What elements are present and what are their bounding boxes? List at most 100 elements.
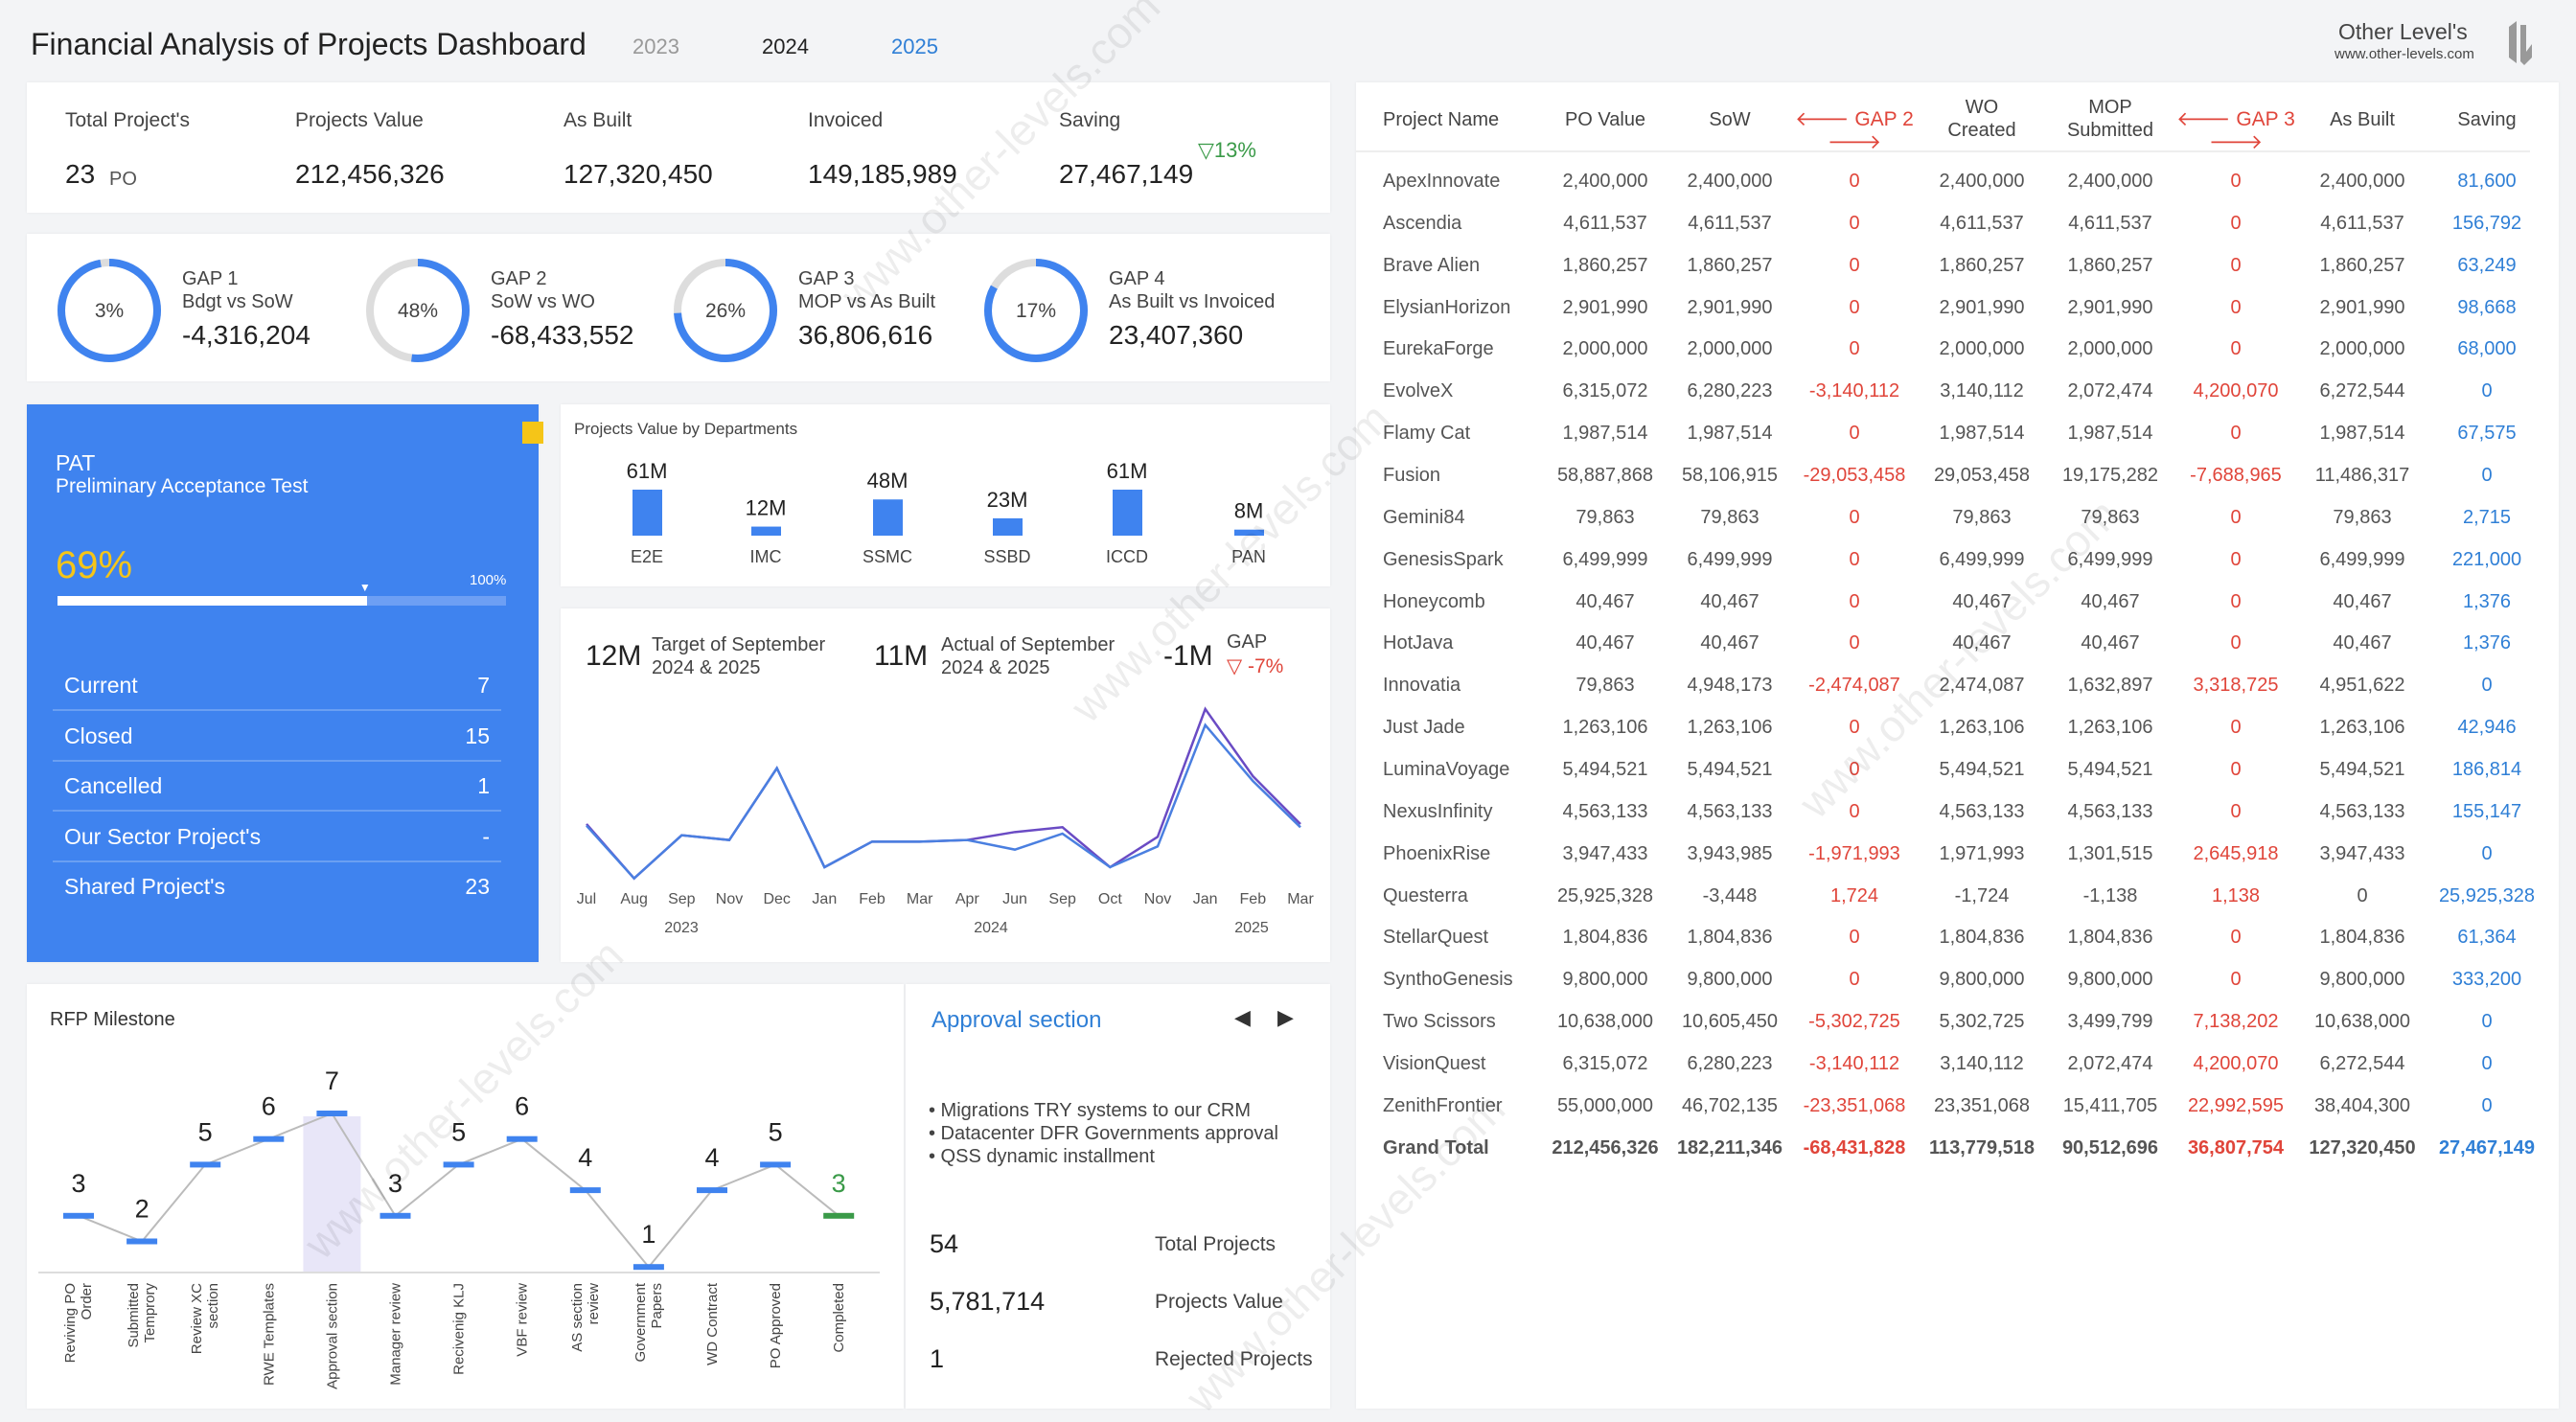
table-row[interactable]: NexusInfinity 4,563,133 4,563,133 0 4,563,13… (1356, 801, 2530, 830)
year-tab-2024[interactable]: 2024 (762, 34, 809, 58)
dept-category-label: PAN (1231, 547, 1266, 566)
gap-value: -4,316,204 (182, 320, 310, 350)
grand-total-row[interactable]: Grand Total 212,456,326 182,211,346 -68,431… (1356, 1136, 2535, 1166)
table-cell: 79,863 (2333, 506, 2392, 528)
col-header-gap-3[interactable]: 🡐 GAP 3 🡒 (2176, 108, 2295, 153)
stat-value: 15 (465, 722, 490, 748)
col-header-po-value[interactable]: PO Value (1564, 109, 1646, 130)
project-name-cell: Questerra (1383, 884, 1468, 906)
milestone-marker[interactable] (380, 1212, 411, 1219)
table-cell: 182,211,346 (1676, 1136, 1783, 1158)
year-tab-2025[interactable]: 2025 (891, 34, 938, 58)
table-cell: 113,779,518 (1928, 1136, 2036, 1158)
table-cell: 10,638,000 (2313, 1011, 2411, 1033)
header-divider (1356, 150, 2530, 152)
table-cell: 3,140,112 (1940, 1053, 2024, 1075)
gap-title: GAP 3 (798, 268, 855, 289)
table-cell: 3,947,433 (1562, 842, 1648, 864)
kpi-value-label: Projects Value (295, 109, 424, 131)
dept-bar[interactable] (873, 499, 903, 536)
table-row[interactable]: VisionQuest 6,315,072 6,280,223 -3,140,112 3… (1356, 1053, 2530, 1082)
dept-category-label: SSMC (862, 547, 912, 566)
col-header-gap-2[interactable]: 🡐 GAP 2 🡒 (1795, 108, 1914, 153)
table-cell: 40,467 (1952, 632, 2012, 654)
milestone-value: 4 (704, 1143, 719, 1172)
table-cell: 0 (1849, 548, 1860, 570)
table-cell: 1,263,106 (1687, 717, 1773, 739)
approval-rejected-label: Rejected Projects (1155, 1348, 1313, 1370)
milestone-marker[interactable] (760, 1161, 792, 1168)
table-cell: 0 (2230, 800, 2242, 822)
table-row[interactable]: Honeycomb 40,467 40,467 0 40,467 40,467 0 40,46… (1356, 591, 2530, 620)
logo-name: Other Level's (2338, 19, 2468, 44)
table-cell: 40,467 (1952, 590, 2012, 612)
milestone-marker[interactable] (126, 1238, 158, 1245)
table-row[interactable]: ElysianHorizon 2,901,990 2,901,990 0 2,901,9… (1356, 297, 2530, 326)
table-row[interactable]: Just Jade 1,263,106 1,263,106 0 1,263,106 1,2… (1356, 717, 2530, 745)
dept-bar[interactable] (751, 526, 781, 536)
dept-bar[interactable] (1234, 529, 1264, 536)
kpi-saving-label: Saving (1059, 109, 1121, 131)
table-row[interactable]: ZenithFrontier 55,000,000 46,702,135 -23,35… (1356, 1095, 2530, 1124)
milestone-marker[interactable] (443, 1161, 474, 1168)
table-row[interactable]: SynthoGenesis 9,800,000 9,800,000 0 9,800,00… (1356, 969, 2530, 998)
table-cell: 0 (2230, 254, 2242, 276)
table-row[interactable]: EvolveX 6,315,072 6,280,223 -3,140,112 3,140… (1356, 380, 2530, 409)
donut-fill (674, 259, 777, 362)
table-row[interactable]: Innovatia 79,863 4,948,173 -2,474,087 2,474,… (1356, 675, 2530, 703)
gap-donut: 17% (984, 259, 1088, 362)
table-row[interactable]: PhoenixRise 3,947,433 3,943,985 -1,971,993 1… (1356, 843, 2530, 872)
dept-bar[interactable] (1113, 490, 1142, 536)
project-name-cell: EvolveX (1383, 380, 1454, 402)
table-cell: 127,320,450 (2309, 1136, 2416, 1158)
table-cell: 1,376 (2462, 632, 2512, 654)
approval-total-label: Total Projects (1155, 1233, 1276, 1255)
col-header-saving[interactable]: Saving (2457, 109, 2517, 130)
table-row[interactable]: EurekaForge 2,000,000 2,000,000 0 2,000,000 2… (1356, 338, 2530, 367)
milestone-marker[interactable] (632, 1264, 664, 1271)
col-header-as-built[interactable]: As Built (2330, 109, 2395, 130)
milestone-label: Reviving POOrder (62, 1283, 95, 1363)
table-row[interactable]: Questerra 25,925,328 -3,448 1,724 -1,724 -1,1… (1356, 884, 2535, 914)
stat-value: 23 (465, 874, 490, 899)
milestone-marker[interactable] (569, 1187, 601, 1194)
table-cell: 38,404,300 (2313, 1094, 2411, 1116)
approval-bullets: • Migrations TRY systems to our CRM • Da… (929, 1099, 1278, 1168)
col-header-wo-created[interactable]: WO Created (1915, 96, 2049, 142)
next-arrow-icon[interactable]: ▶ (1277, 1005, 1294, 1029)
table-row[interactable]: Gemini84 79,863 79,863 0 79,863 79,863 0 79,863… (1356, 507, 2530, 536)
table-cell: 6,315,072 (1562, 380, 1648, 402)
milestone-marker[interactable] (697, 1187, 727, 1194)
year-tab-2023[interactable]: 2023 (632, 34, 679, 58)
table-row[interactable]: Ascendia 4,611,537 4,611,537 0 4,611,537 4,61… (1356, 213, 2530, 241)
table-cell: 2,400,000 (2319, 171, 2405, 192)
milestone-marker[interactable] (253, 1135, 285, 1142)
stat-label: Closed (64, 722, 133, 748)
col-header-sow[interactable]: SoW (1709, 109, 1751, 130)
milestone-marker[interactable] (823, 1212, 855, 1219)
table-row[interactable]: LuminaVoyage 5,494,521 5,494,521 0 5,494,521… (1356, 759, 2530, 788)
table-row[interactable]: HotJava 40,467 40,467 0 40,467 40,467 0 40,467 1… (1356, 632, 2530, 661)
table-cell: 22,992,595 (2187, 1094, 2285, 1116)
x-tick-label: Mar (907, 891, 933, 907)
milestone-marker[interactable] (316, 1111, 348, 1116)
table-row[interactable]: Fusion 58,887,868 58,106,915 -29,053,458 29,… (1356, 465, 2530, 493)
header-line: Submitted (2066, 120, 2154, 141)
dept-bar[interactable] (632, 490, 662, 536)
milestone-marker[interactable] (190, 1161, 221, 1168)
prev-arrow-icon[interactable]: ◀ (1234, 1005, 1251, 1029)
milestone-marker[interactable] (506, 1135, 538, 1142)
table-row[interactable]: GenesisSpark 6,499,999 6,499,999 0 6,499,999… (1356, 549, 2530, 578)
table-row[interactable]: Flamy Cat 1,987,514 1,987,514 0 1,987,514 1,9… (1356, 423, 2530, 451)
milestone-marker[interactable] (63, 1212, 94, 1219)
table-row[interactable]: Two Scissors 10,638,000 10,605,450 -5,302,7… (1356, 1011, 2530, 1040)
col-header-project-name[interactable]: Project Name (1383, 109, 1500, 130)
dept-bar[interactable] (993, 517, 1023, 536)
table-row[interactable]: ApexInnovate 2,400,000 2,400,000 0 2,400,000… (1356, 171, 2530, 199)
table-cell: 6,272,544 (2319, 380, 2405, 402)
table-row[interactable]: Brave Alien 1,860,257 1,860,257 0 1,860,257 1… (1356, 255, 2530, 284)
table-cell: 2,000,000 (2067, 338, 2153, 360)
table-row[interactable]: StellarQuest 1,804,836 1,804,836 0 1,804,836… (1356, 927, 2530, 955)
donut-fill (366, 259, 470, 362)
col-header-mop-submitted[interactable]: MOP Submitted (2043, 96, 2177, 142)
